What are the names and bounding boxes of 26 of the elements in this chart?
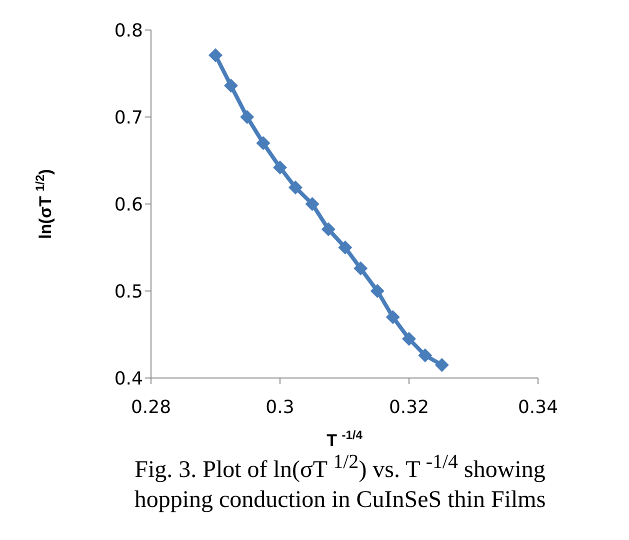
- point: [240, 110, 254, 124]
- point: [354, 261, 368, 276]
- y-tick-label: 0.5: [114, 281, 143, 302]
- y-tick-label: 0.6: [114, 194, 143, 216]
- point: [305, 197, 320, 211]
- x-tick-label: 0.3: [266, 396, 294, 418]
- point: [273, 160, 287, 174]
- point: [402, 332, 416, 346]
- point: [208, 48, 222, 62]
- point: [386, 310, 400, 324]
- y-tick-label: 0.7: [114, 107, 143, 128]
- point: [434, 358, 449, 372]
- y-tick-label: 0.4: [114, 368, 143, 390]
- point: [224, 78, 238, 93]
- point: [418, 348, 432, 362]
- caption: Fig. 3. Plot of ln(σT $^{1/2}$) vs. T $^{-1/4}$ showing hopping conduction in CuInSeS thin Films: [134, 451, 546, 513]
- x-tick-label: 0.28: [130, 396, 172, 418]
- point: [256, 136, 270, 150]
- x-tick-label: 0.34: [518, 396, 558, 418]
- y-tick-label: 0.8: [114, 20, 143, 42]
- point: [321, 222, 336, 236]
- point: [288, 180, 302, 194]
- x-axis-title: T $^{-1/4}$: [326, 428, 363, 450]
- point: [370, 284, 384, 298]
- point: [338, 240, 352, 254]
- x-tick-label: 0.32: [388, 396, 430, 418]
